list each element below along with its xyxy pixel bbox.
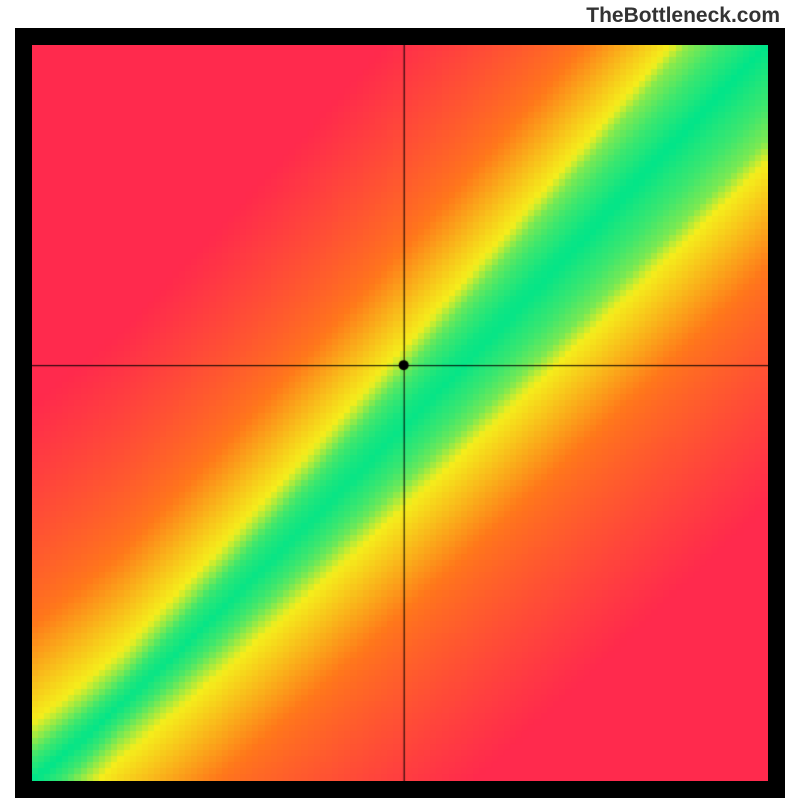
bottleneck-heatmap bbox=[32, 45, 768, 781]
watermark-text: TheBottleneck.com bbox=[586, 4, 780, 28]
chart-container: TheBottleneck.com bbox=[0, 0, 800, 800]
